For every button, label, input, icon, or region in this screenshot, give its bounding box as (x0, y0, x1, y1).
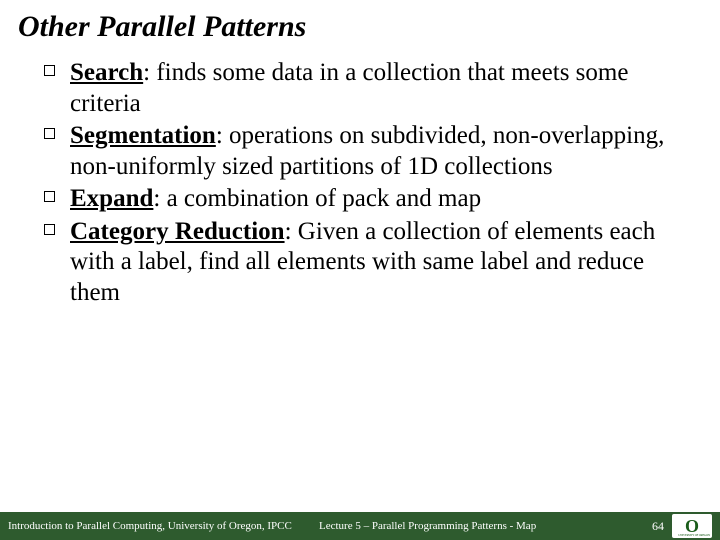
list-item: Expand: a combination of pack and map (44, 184, 686, 215)
term: Category Reduction (70, 218, 285, 245)
footer-left-text: Introduction to Parallel Computing, Univ… (0, 520, 319, 532)
logo-subtext: UNIVERSITY OF OREGON (678, 533, 710, 537)
bullet-icon (44, 191, 55, 202)
oregon-logo-icon: O UNIVERSITY OF OREGON (672, 514, 712, 538)
list-item: Category Reduction: Given a collection o… (44, 217, 686, 309)
bullet-icon (44, 224, 55, 235)
term: Search (70, 59, 143, 86)
term: Segmentation (70, 122, 216, 149)
content-area: Search: finds some data in a collection … (0, 50, 720, 540)
list-item: Search: finds some data in a collection … (44, 58, 686, 119)
list-item: Segmentation: operations on subdivided, … (44, 121, 686, 182)
slide: Other Parallel Patterns Search: finds so… (0, 0, 720, 540)
term: Expand (70, 185, 153, 212)
bullet-icon (44, 65, 55, 76)
page-number: 64 (652, 519, 664, 534)
footer-right: 64 O UNIVERSITY OF OREGON (630, 514, 720, 538)
bullet-icon (44, 128, 55, 139)
term-desc: : a combination of pack and map (153, 185, 481, 212)
footer-bar: Introduction to Parallel Computing, Univ… (0, 512, 720, 540)
slide-title: Other Parallel Patterns (0, 0, 720, 50)
term-desc: : finds some data in a collection that m… (70, 59, 628, 117)
footer-center-text: Lecture 5 – Parallel Programming Pattern… (319, 520, 630, 532)
